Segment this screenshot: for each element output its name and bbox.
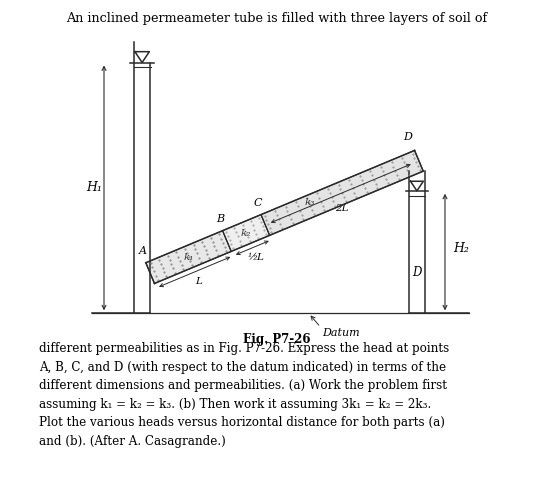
Text: D: D [412,266,421,279]
Text: k₃: k₃ [305,198,315,207]
Text: An inclined permeameter tube is filled with three layers of soil of: An inclined permeameter tube is filled w… [66,12,487,25]
Text: ½L: ½L [248,252,265,262]
Text: k₂: k₂ [241,228,251,238]
Polygon shape [146,231,231,284]
Polygon shape [223,215,270,251]
Polygon shape [261,150,423,235]
Text: H₂: H₂ [453,241,469,254]
Text: Fig. P7-26: Fig. P7-26 [243,333,310,346]
Text: A: A [139,246,147,256]
Text: B: B [216,214,224,224]
Text: D: D [403,132,412,142]
Text: L: L [195,277,202,285]
Text: k₁: k₁ [184,252,194,262]
Text: Datum: Datum [322,329,360,339]
Text: H₁: H₁ [86,182,102,194]
Text: C: C [254,198,263,208]
Text: 2L: 2L [335,204,349,213]
Text: different permeabilities as in Fig. P7-26. Express the head at points
A, B, C, a: different permeabilities as in Fig. P7-2… [39,342,449,448]
